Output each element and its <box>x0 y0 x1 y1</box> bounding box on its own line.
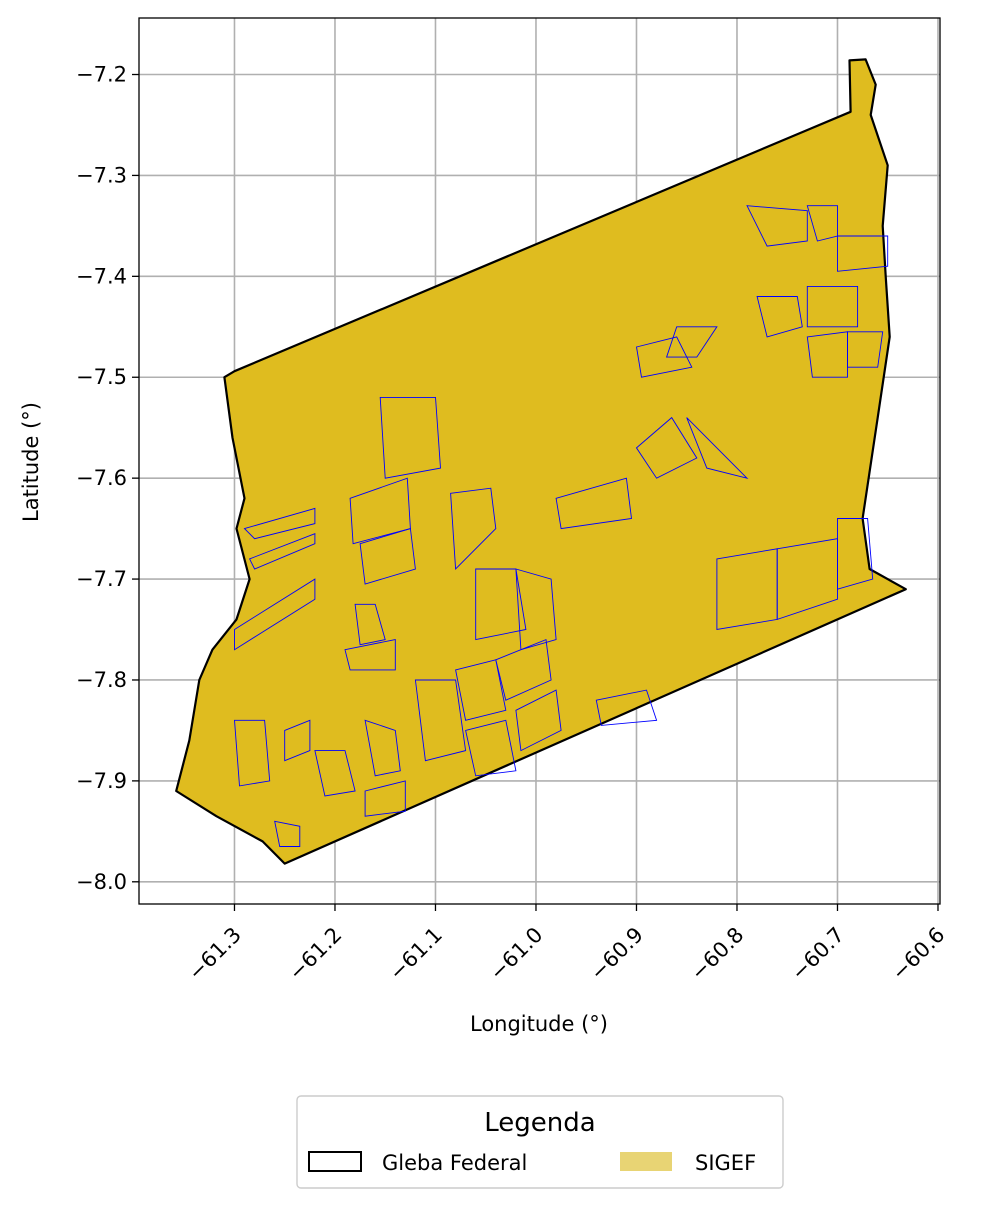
sigef-parcel <box>314 750 356 797</box>
y-tick-label: −7.6 <box>76 466 127 490</box>
sigef-parcel <box>806 285 859 328</box>
y-axis-title: Latitude (°) <box>19 402 43 522</box>
y-tick-label: −7.2 <box>76 63 127 87</box>
sigef-parcel <box>555 477 633 530</box>
sigef-parcel <box>635 416 698 479</box>
sigef-parcel <box>274 820 301 847</box>
sigef-parcel <box>635 336 693 378</box>
sigef-parcel <box>465 719 517 777</box>
sigef-parcel <box>379 396 441 479</box>
x-axis-title: Longitude (°) <box>470 1012 608 1036</box>
sigef-parcel <box>665 326 718 358</box>
y-tick-label: −8.0 <box>76 870 127 894</box>
sigef-parcel <box>837 235 889 272</box>
sigef-parcel <box>248 533 316 570</box>
sigef-parcel <box>354 603 386 646</box>
legend-swatch-sigef <box>620 1152 672 1171</box>
sigef-parcel <box>414 679 467 762</box>
sigef-parcel <box>359 528 416 585</box>
legend: Legenda Gleba Federal SIGEF <box>296 1095 784 1189</box>
y-tick-label: −7.4 <box>76 264 127 288</box>
legend-swatch-gleba-federal <box>308 1151 362 1172</box>
sigef-parcel <box>234 578 316 651</box>
sigef-parcel <box>364 780 406 817</box>
y-tick-label: −7.5 <box>76 365 127 389</box>
legend-title: Legenda <box>484 1108 595 1138</box>
gleba-federal-boundary <box>175 58 907 865</box>
sigef-parcels-layer <box>234 205 889 847</box>
sigef-parcel <box>495 638 552 701</box>
sigef-parcel <box>847 331 884 368</box>
sigef-parcel <box>515 568 557 651</box>
sigef-parcel <box>450 487 497 571</box>
legend-label-gleba-federal: Gleba Federal <box>382 1151 527 1175</box>
sigef-parcel <box>595 689 658 726</box>
y-tick-label: −7.3 <box>76 163 127 187</box>
sigef-parcel <box>284 719 311 762</box>
sigef-parcel <box>344 639 396 671</box>
sigef-parcel <box>776 538 838 621</box>
y-tick-label: −7.9 <box>76 769 127 793</box>
y-tick-label: −7.7 <box>76 567 127 591</box>
sigef-parcel <box>243 507 316 540</box>
sigef-parcel <box>455 659 507 721</box>
gleba-federal-layer <box>175 58 907 865</box>
sigef-parcel <box>746 205 808 247</box>
y-tick-label: −7.8 <box>76 668 127 692</box>
sigef-parcel <box>475 568 527 641</box>
sigef-parcel <box>837 518 874 590</box>
legend-label-sigef: SIGEF <box>695 1151 756 1175</box>
sigef-parcel <box>364 719 401 777</box>
sigef-parcel <box>515 689 562 752</box>
axis-ticks: −61.3 −61.2 −61.1 −61.0 −60.9 −60.8 −60.7 −60.6… <box>76 63 950 986</box>
sigef-parcel <box>234 719 271 787</box>
sigef-parcel <box>806 331 848 378</box>
plot-frame <box>138 17 941 905</box>
sigef-parcel <box>686 417 749 480</box>
sigef-parcel <box>756 296 803 338</box>
